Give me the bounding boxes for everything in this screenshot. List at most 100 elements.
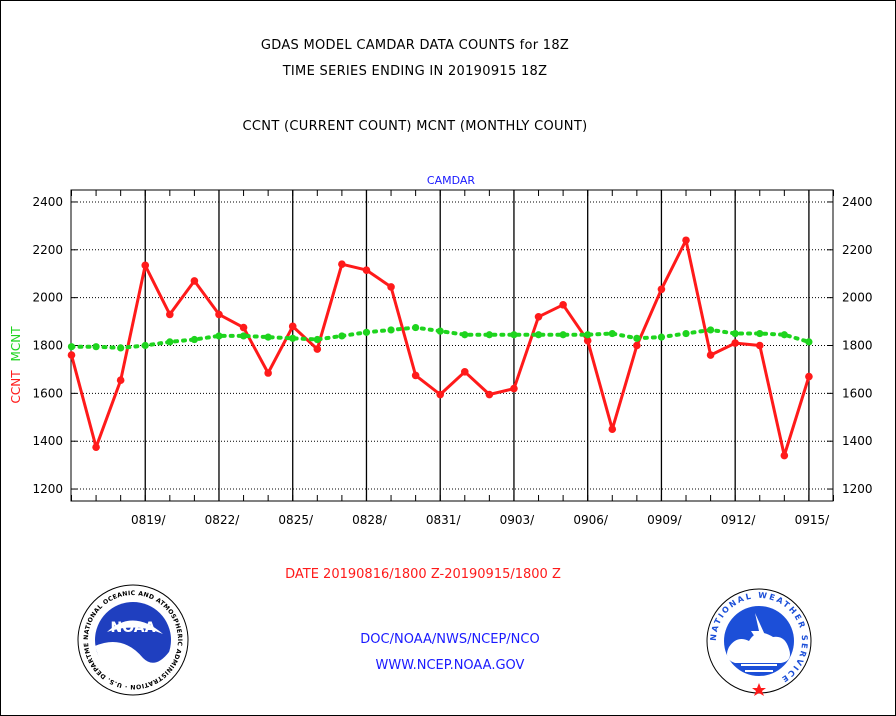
point-ccnt <box>92 443 100 451</box>
point-mcnt <box>608 329 616 338</box>
point-mcnt <box>584 331 592 339</box>
point-mcnt <box>805 338 813 346</box>
point-mcnt <box>412 323 420 332</box>
star-icon <box>752 683 766 696</box>
point-mcnt <box>387 326 395 334</box>
point-mcnt <box>166 338 174 346</box>
point-ccnt <box>141 261 150 270</box>
org-label: DOC/NOAA/NWS/NCEP/NCO <box>360 632 540 647</box>
point-ccnt <box>116 376 125 384</box>
ytick-label-right: 2000 <box>842 291 873 305</box>
point-mcnt <box>633 334 641 342</box>
xtick-label: 0906/ <box>573 513 609 527</box>
grid-layer <box>71 190 833 501</box>
point-ccnt <box>313 345 322 353</box>
y-axis-label: CCNT MCNT <box>9 326 23 404</box>
point-ccnt <box>657 285 666 294</box>
point-ccnt <box>166 310 174 319</box>
axis-layer: 1200 1200 1400 1400 1600 1600 1800 1800 2000 2000… <box>32 189 873 527</box>
point-ccnt <box>436 390 445 399</box>
ytick-label-right: 1600 <box>842 386 873 400</box>
point-mcnt <box>461 331 469 339</box>
plot-title: CAMDAR <box>427 174 475 187</box>
point-ccnt <box>534 312 543 321</box>
ytick-label-left: 1600 <box>32 386 63 400</box>
point-mcnt <box>510 331 518 339</box>
chart-header-line3: CCNT (CURRENT COUNT) MCNT (MONTHLY COUNT… <box>242 119 588 134</box>
point-mcnt <box>190 335 199 344</box>
point-mcnt <box>264 333 272 341</box>
point-ccnt <box>608 425 617 434</box>
point-mcnt <box>534 331 543 339</box>
point-ccnt <box>559 301 567 309</box>
series-layer <box>67 236 813 460</box>
point-mcnt <box>682 329 690 338</box>
xtick-label: 0825/ <box>278 513 314 527</box>
chart-header-line2: TIME SERIES ENDING IN 20190915 18Z <box>282 64 548 79</box>
point-ccnt <box>362 266 371 274</box>
point-mcnt <box>657 333 666 341</box>
point-ccnt <box>387 283 395 291</box>
ytick-label-right: 1200 <box>842 482 873 496</box>
ytick-label-left: 1200 <box>32 482 63 496</box>
xtick-label: 0822/ <box>205 513 241 527</box>
point-mcnt <box>780 331 788 339</box>
point-mcnt <box>67 343 76 351</box>
ytick-label-left: 2200 <box>32 243 63 257</box>
point-mcnt <box>141 341 149 350</box>
xtick-label: 0819/ <box>131 513 167 527</box>
point-ccnt <box>215 310 223 319</box>
ytick-label-left: 2400 <box>32 195 63 209</box>
point-ccnt <box>485 390 494 399</box>
point-ccnt <box>583 336 592 345</box>
point-ccnt <box>288 322 297 331</box>
point-mcnt <box>756 329 764 338</box>
chart-header-line1: GDAS MODEL CAMDAR DATA COUNTS for 18Z <box>260 38 570 53</box>
xtick-label: 0909/ <box>647 513 683 527</box>
point-ccnt <box>633 341 641 350</box>
point-ccnt <box>706 351 715 359</box>
point-ccnt <box>338 260 346 268</box>
point-mcnt <box>362 328 371 336</box>
ytick-label-left: 1800 <box>32 339 63 353</box>
point-mcnt <box>485 331 493 339</box>
point-mcnt <box>559 331 567 339</box>
point-ccnt <box>780 451 789 460</box>
xtick-label: 0903/ <box>500 513 536 527</box>
website-link[interactable]: WWW.NCEP.NOAA.GOV <box>375 658 525 673</box>
point-ccnt <box>460 368 469 376</box>
xtick-label: 0828/ <box>352 513 388 527</box>
date-range-label: DATE 20190816/1800 Z-20190915/1800 Z <box>285 567 561 582</box>
xtick-label: 0831/ <box>426 513 462 527</box>
point-mcnt <box>313 335 321 344</box>
ytick-label-right: 2400 <box>842 195 873 209</box>
point-mcnt <box>239 332 248 340</box>
point-ccnt <box>510 384 518 393</box>
point-mcnt <box>215 332 223 340</box>
ytick-label-right: 1400 <box>842 434 873 448</box>
point-mcnt <box>731 329 739 338</box>
point-ccnt <box>755 341 764 350</box>
noaa-logo-text: NOAA <box>111 620 156 636</box>
point-ccnt <box>411 371 420 380</box>
noaa-logo: NATIONAL OCEANIC AND ATMOSPHERIC ADMINIS… <box>77 584 189 696</box>
ylabel-monthly: MCNT <box>9 326 23 362</box>
ylabel-current: CCNT <box>9 370 23 404</box>
point-ccnt <box>805 372 813 381</box>
point-mcnt <box>706 326 715 334</box>
xtick-label: 0912/ <box>721 513 757 527</box>
ytick-label-right: 1800 <box>842 339 873 353</box>
ytick-label-left: 2000 <box>32 291 63 305</box>
ytick-label-left: 1400 <box>32 434 63 448</box>
point-mcnt <box>436 327 444 335</box>
point-ccnt <box>67 351 76 359</box>
point-ccnt <box>682 236 690 245</box>
point-mcnt <box>289 334 297 342</box>
point-mcnt <box>117 344 125 352</box>
point-mcnt <box>338 332 346 340</box>
nws-logo: NATIONAL WEATHER SERVICE <box>706 588 812 696</box>
point-ccnt <box>731 339 739 347</box>
point-ccnt <box>239 323 248 332</box>
ytick-label-right: 2200 <box>842 243 873 257</box>
point-ccnt <box>190 277 199 285</box>
